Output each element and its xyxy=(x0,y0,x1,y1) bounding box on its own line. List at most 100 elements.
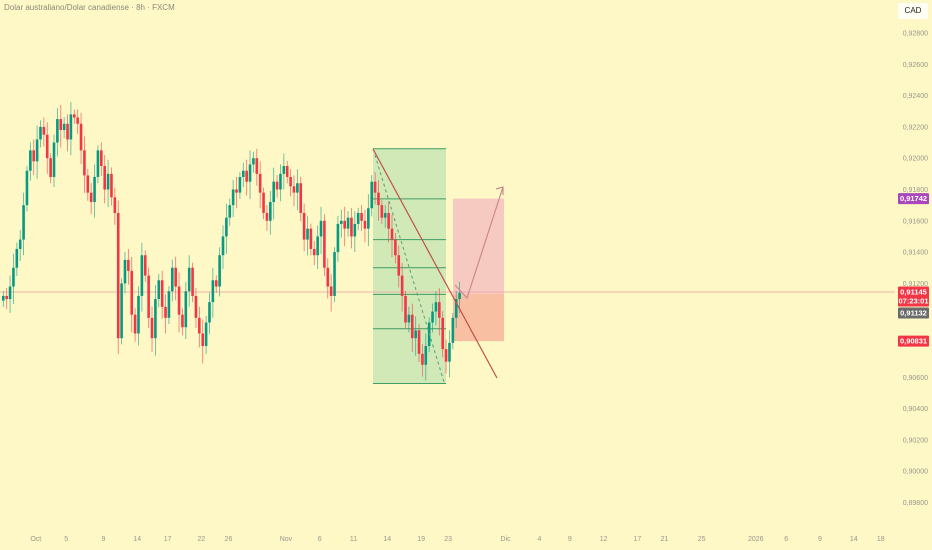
candle xyxy=(282,166,286,174)
candle xyxy=(346,217,350,229)
candle xyxy=(241,170,245,177)
candle xyxy=(123,259,127,284)
candle xyxy=(184,291,188,328)
candle xyxy=(380,205,384,218)
candle xyxy=(194,295,198,318)
x-tick-label: 4 xyxy=(537,536,541,543)
x-tick-label: 14 xyxy=(383,536,391,543)
candle xyxy=(208,302,211,323)
candle xyxy=(22,205,25,240)
price-label-text: 0,91145 xyxy=(900,288,927,297)
candle xyxy=(191,267,194,296)
candle xyxy=(262,192,265,213)
candle xyxy=(265,212,269,221)
candle xyxy=(258,173,262,193)
candle xyxy=(370,181,374,209)
candle xyxy=(171,267,174,292)
y-tick-label: 0,91400 xyxy=(903,250,928,257)
candle xyxy=(417,330,421,354)
candle xyxy=(96,150,100,177)
candle xyxy=(45,134,49,159)
x-tick-label: Dic xyxy=(501,536,512,543)
candle xyxy=(49,158,52,177)
price-label-bg xyxy=(898,307,929,319)
candle xyxy=(52,142,56,177)
candle xyxy=(110,173,113,198)
candle xyxy=(42,126,46,135)
candle xyxy=(296,183,299,193)
candle xyxy=(174,267,177,287)
candle xyxy=(147,275,150,318)
candle xyxy=(400,275,404,296)
candle xyxy=(255,158,259,174)
candle xyxy=(218,255,221,287)
candle xyxy=(181,314,184,328)
x-tick-label: 26 xyxy=(225,536,233,543)
candle xyxy=(353,223,357,237)
candle xyxy=(25,170,29,206)
candle xyxy=(157,280,161,300)
candle xyxy=(116,212,120,339)
candle xyxy=(160,280,164,307)
candle xyxy=(106,173,110,190)
candle xyxy=(451,317,455,343)
candle xyxy=(59,119,63,131)
candle xyxy=(454,299,458,318)
price-label-text: 0,91132 xyxy=(900,309,927,318)
y-tick-label: 0,91800 xyxy=(903,187,928,194)
candle xyxy=(252,158,255,165)
candle xyxy=(100,150,103,167)
candle xyxy=(336,223,340,253)
y-tick-label: 0,92800 xyxy=(903,31,928,38)
candle xyxy=(238,176,242,193)
price-label-bg xyxy=(898,335,929,347)
candle xyxy=(394,239,397,256)
countdown-text: 07:23:01 xyxy=(898,297,928,306)
candle xyxy=(86,175,90,193)
candle xyxy=(140,255,144,296)
candle xyxy=(167,291,171,318)
candle xyxy=(66,123,69,140)
candle xyxy=(441,317,444,350)
candle xyxy=(79,123,83,151)
currency-button[interactable]: CAD xyxy=(898,3,928,19)
candle xyxy=(309,228,313,249)
x-tick-label: 14 xyxy=(133,536,141,543)
candle xyxy=(431,311,434,323)
candle xyxy=(377,192,380,206)
candle xyxy=(93,176,96,203)
candle xyxy=(8,286,12,300)
x-tick-label: 11 xyxy=(350,536,357,543)
position-target-zone xyxy=(453,198,504,295)
x-tick-label: 25 xyxy=(698,536,706,543)
candle xyxy=(329,286,333,296)
candle xyxy=(434,302,438,312)
candle xyxy=(18,239,22,249)
y-tick-label: 0,90000 xyxy=(903,469,928,476)
candle xyxy=(306,228,309,240)
x-tick-label: 2026 xyxy=(748,536,764,543)
candle xyxy=(5,295,8,300)
candle xyxy=(198,317,201,334)
y-tick-label: 0,92600 xyxy=(903,62,928,69)
y-tick-label: 0,89800 xyxy=(903,500,928,507)
candle xyxy=(89,192,93,203)
y-tick-label: 0,90400 xyxy=(903,406,928,413)
candle xyxy=(356,212,360,224)
candle xyxy=(285,166,289,177)
y-tick-label: 0,92000 xyxy=(903,156,928,163)
candle xyxy=(326,267,330,287)
x-tick-label: 21 xyxy=(661,536,669,543)
candle xyxy=(444,349,448,362)
x-tick-label: 6 xyxy=(784,536,788,543)
candle xyxy=(177,286,181,315)
candle xyxy=(39,126,42,140)
candle xyxy=(130,270,134,315)
candle xyxy=(448,342,451,362)
candle xyxy=(15,248,19,268)
candle xyxy=(319,220,323,237)
y-tick-label: 0,90600 xyxy=(903,375,928,382)
candle xyxy=(397,255,401,276)
